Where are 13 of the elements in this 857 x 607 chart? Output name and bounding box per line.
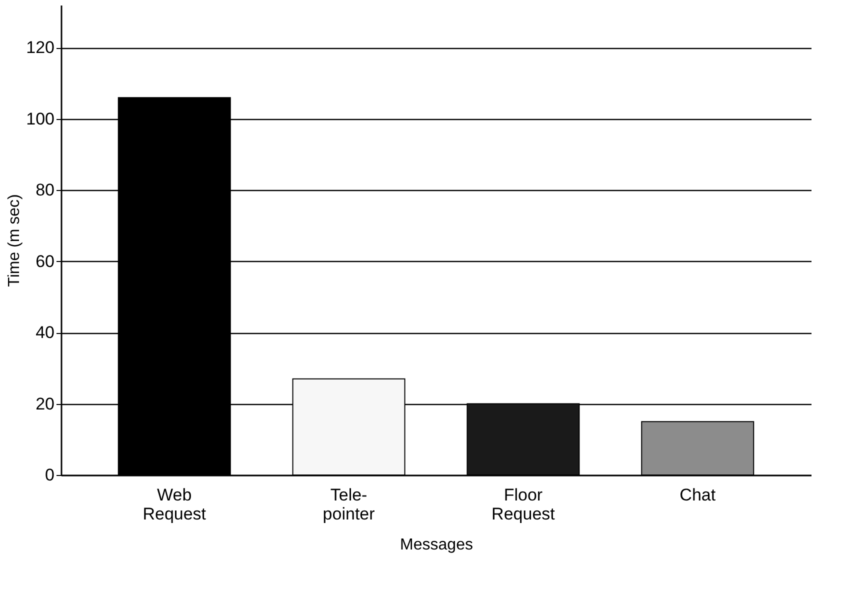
x-tick-label: Chat [680,486,716,504]
x-tick-label: Tele- pointer [322,486,376,524]
x-tick-label: Web Request [142,486,206,524]
y-tick-label: 120 [26,38,54,58]
y-tick-label: 40 [36,323,54,342]
x-tick-label: Floor Request [492,486,556,524]
y-tick-label: 100 [26,109,54,128]
y-tick-label: 20 [36,394,54,414]
x-axis-title: Messages [400,536,473,554]
y-tick-label: 80 [36,180,54,200]
y-tick-label: 60 [36,252,54,271]
y-axis-title: Time (m sec) [6,194,24,287]
y-tick-label: 0 [45,466,54,484]
